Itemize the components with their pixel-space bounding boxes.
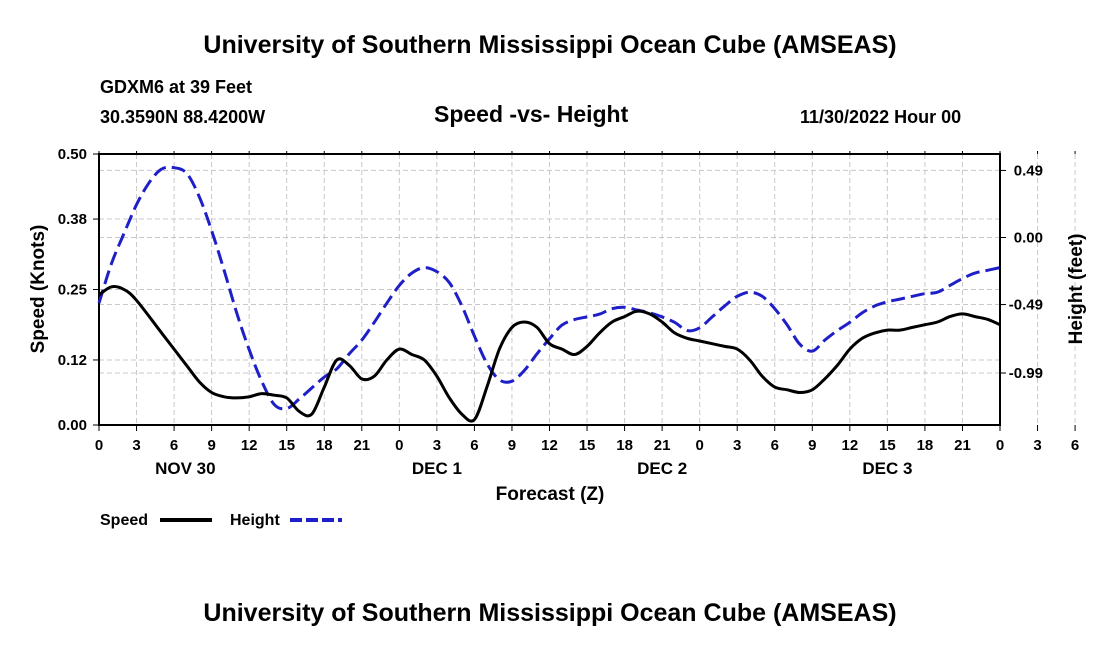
legend-speed-label: Speed <box>100 512 148 529</box>
x-tick-label: 9 <box>508 437 516 454</box>
x-tick-label: 12 <box>841 437 858 454</box>
x-day-label: DEC 2 <box>637 459 687 478</box>
x-tick-label: 3 <box>1033 437 1041 454</box>
x-tick-label: 6 <box>170 437 178 454</box>
y-right-tick-label: -0.99 <box>1009 365 1043 382</box>
series-line-speed <box>98 285 1001 423</box>
station-coordinates: 30.3590N 88.4200W <box>100 107 266 127</box>
forecast-datetime: 11/30/2022 Hour 00 <box>800 107 962 127</box>
series-line-height <box>97 165 1001 411</box>
x-tick-label: 0 <box>95 437 103 454</box>
x-day-label: DEC 3 <box>862 459 912 478</box>
x-tick-label: 6 <box>1071 437 1079 454</box>
x-tick-label: 6 <box>470 437 478 454</box>
x-tick-label: 0 <box>695 437 703 454</box>
x-tick-label: 18 <box>616 437 633 454</box>
tick-layer <box>93 151 1076 431</box>
x-day-label: NOV 30 <box>155 459 215 478</box>
x-tick-label: 15 <box>579 437 596 454</box>
x-tick-label: 0 <box>996 437 1004 454</box>
x-tick-label: 15 <box>278 437 295 454</box>
x-day-label: DEC 1 <box>412 459 462 478</box>
grid-layer <box>99 154 1076 425</box>
x-tick-label: 21 <box>654 437 671 454</box>
y-axis-right-title: Height (feet) <box>1066 234 1087 345</box>
x-tick-label: 18 <box>917 437 934 454</box>
x-tick-label: 12 <box>241 437 258 454</box>
y-right-tick-label: 0.49 <box>1014 162 1043 179</box>
y-left-tick-label: 0.50 <box>58 146 87 163</box>
y-left-tick-label: 0.25 <box>58 282 87 299</box>
label-layer: 0369121518210369121518210369121518210369… <box>58 146 1079 478</box>
plot-frame <box>98 153 1001 426</box>
chart-subtitle: Speed -vs- Height <box>434 101 629 127</box>
x-tick-label: 9 <box>808 437 816 454</box>
x-tick-label: 3 <box>132 437 140 454</box>
chart-title: University of Southern Mississippi Ocean… <box>203 31 897 59</box>
x-tick-label: 12 <box>541 437 558 454</box>
x-tick-label: 15 <box>879 437 896 454</box>
series-layer <box>97 165 1001 423</box>
x-tick-label: 21 <box>954 437 971 454</box>
y-left-tick-label: 0.12 <box>58 352 87 369</box>
y-right-tick-label: 0.00 <box>1014 229 1043 246</box>
x-axis-title: Forecast (Z) <box>496 484 605 505</box>
x-tick-label: 18 <box>316 437 333 454</box>
footer-title: University of Southern Mississippi Ocean… <box>203 599 897 627</box>
y-left-tick-label: 0.38 <box>58 211 87 228</box>
legend-height-label: Height <box>230 512 280 529</box>
x-tick-label: 3 <box>733 437 741 454</box>
y-axis-left-title: Speed (Knots) <box>28 225 49 354</box>
x-tick-label: 0 <box>395 437 403 454</box>
y-right-tick-label: -0.49 <box>1009 297 1043 314</box>
x-tick-label: 21 <box>353 437 370 454</box>
station-label: GDXM6 at 39 Feet <box>100 77 253 97</box>
x-tick-label: 9 <box>207 437 215 454</box>
x-tick-label: 6 <box>771 437 779 454</box>
y-left-tick-label: 0.00 <box>58 417 87 434</box>
x-tick-label: 3 <box>433 437 441 454</box>
